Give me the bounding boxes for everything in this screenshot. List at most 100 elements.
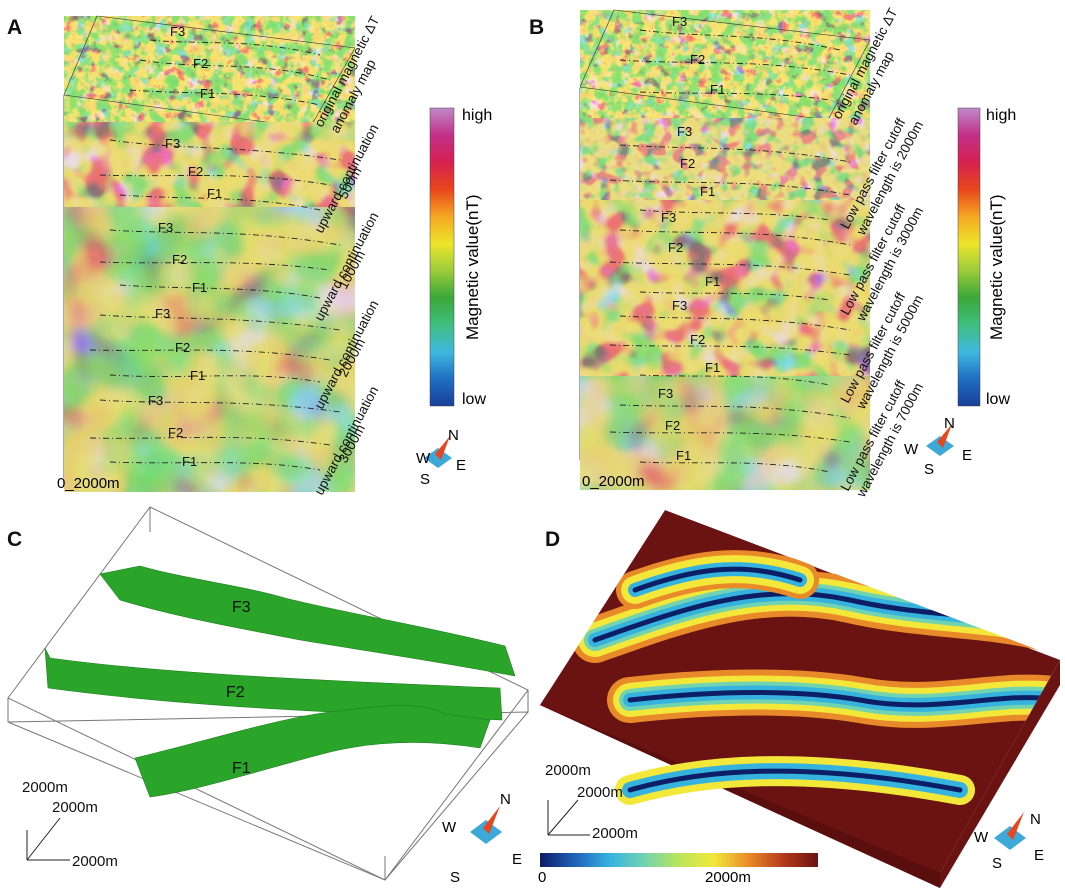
c-label-f1: F1 xyxy=(232,760,251,777)
compass-b-body xyxy=(926,436,954,456)
c-label-f2: F2 xyxy=(226,684,245,701)
panel-label-a: A xyxy=(7,16,23,39)
b-l5-f1: F1 xyxy=(676,448,691,463)
b-l3-f3: F3 xyxy=(661,210,676,225)
compass-a-e: E xyxy=(456,457,466,474)
a-l5-f2: F2 xyxy=(168,425,183,440)
d-axis-2: 2000m xyxy=(577,784,623,801)
panel-c-axis-labels: 2000m 2000m 2000m xyxy=(22,779,118,870)
fault-surface-f3 xyxy=(99,565,516,677)
compass-d-needle xyxy=(1007,812,1024,840)
b-l2-f3: F3 xyxy=(677,124,692,139)
compass-d-body xyxy=(994,826,1026,850)
b-l4-f1: F1 xyxy=(705,360,720,375)
a-scale-label: 0_2000m xyxy=(57,475,120,492)
b-l2-f2: F2 xyxy=(680,156,695,171)
panel-c-fault-labels: F3 F2 F1 xyxy=(226,599,251,777)
a-l1-f3: F3 xyxy=(170,24,185,39)
c-label-f3: F3 xyxy=(232,599,251,616)
c-axis-3: 2000m xyxy=(72,853,118,870)
panel-d-colorbar-max: 2000m xyxy=(705,869,751,886)
panel-a-fault-lines xyxy=(89,39,341,471)
fault-surfaces xyxy=(44,565,516,798)
a-l4-f2: F2 xyxy=(175,340,190,355)
panel-b-fault-lines xyxy=(609,29,851,473)
legend-b-low: low xyxy=(986,391,1010,408)
panel-label-b: B xyxy=(529,16,545,39)
a-l4-f3: F3 xyxy=(155,306,170,321)
panel-d: 2000m 2000m 2000m 0 2000m xyxy=(538,510,1065,889)
b-scale-label: 0_2000m xyxy=(582,473,645,490)
compass-b-n: N xyxy=(944,415,955,432)
legend-b-title: Magnetic value(nT) xyxy=(987,194,1006,340)
b-l1-f3: F3 xyxy=(672,14,687,29)
compass-c-e: E xyxy=(512,851,522,868)
legend-a-low: low xyxy=(462,391,486,408)
panel-d-colorbar-min: 0 xyxy=(538,869,546,886)
a-l3-f1: F1 xyxy=(192,280,207,295)
legend-b: high low Magnetic value(nT) xyxy=(957,107,1016,408)
compass-c-w: W xyxy=(442,819,457,836)
panel-a: F3 F2 F1 F3 F2 F1 F3 F2 F1 F3 F2 F1 F3 F… xyxy=(57,14,382,498)
a-l5-f3: F3 xyxy=(148,393,163,408)
a-l5-f1: F1 xyxy=(182,454,197,469)
a-l3-f2: F2 xyxy=(172,252,187,267)
panel-b: F3 F2 F1 F3 F2 F1 F3 F2 F1 F3 F2 F1 F3 F… xyxy=(579,6,926,500)
fault-surface-f1 xyxy=(134,705,491,798)
compass-a-needle xyxy=(435,436,450,460)
panel-d-stripes xyxy=(572,550,1065,805)
panel-b-layer-5 xyxy=(580,376,870,490)
panel-d-axis-labels: 2000m 2000m 2000m xyxy=(545,762,638,842)
compass-c-n: N xyxy=(500,791,511,808)
panel-label-c: C xyxy=(7,528,23,551)
compass-d-s: S xyxy=(992,855,1002,872)
panel-d-mask-left xyxy=(540,510,665,705)
panel-b-layer-4 xyxy=(580,288,870,400)
a-l3-f3: F3 xyxy=(158,220,173,235)
panel-a-layer-2 xyxy=(64,122,355,232)
a-l4-f1: F1 xyxy=(190,368,205,383)
compass-a-w: W xyxy=(416,450,431,467)
compass-d: N W E S xyxy=(974,811,1044,872)
b-l1-f2: F2 xyxy=(690,52,705,67)
legend-b-colorbar xyxy=(957,107,981,407)
b-l1-f1: F1 xyxy=(710,82,725,97)
panel-label-d: D xyxy=(545,528,561,551)
legend-b-high: high xyxy=(986,107,1016,124)
compass-c-body xyxy=(470,820,502,844)
panel-d-axes xyxy=(547,799,590,836)
d-axis-1: 2000m xyxy=(545,762,591,779)
panel-a-fault-labels: F3 F2 F1 F3 F2 F1 F3 F2 F1 F3 F2 F1 F3 F… xyxy=(148,24,222,469)
b-l5-f3: F3 xyxy=(658,386,673,401)
compass-a-n: N xyxy=(448,427,459,444)
compass-b-e: E xyxy=(962,447,972,464)
compass-b-s: S xyxy=(924,461,934,478)
panel-b-layer-1 xyxy=(579,9,871,121)
panel-a-layer-4 xyxy=(64,292,355,405)
b-l3-f1: F1 xyxy=(705,274,720,289)
b-l2-f1: F1 xyxy=(700,184,715,199)
panel-b-layer-2 xyxy=(580,118,870,228)
panel-b-fault-labels: F3 F2 F1 F3 F2 F1 F3 F2 F1 F3 F2 F1 F3 F… xyxy=(658,14,725,463)
a-l2-f2: F2 xyxy=(188,164,203,179)
compass-c-s: S xyxy=(450,869,460,886)
compass-d-n: N xyxy=(1030,811,1041,828)
c-axis-1: 2000m xyxy=(22,779,68,796)
legend-a-high: high xyxy=(462,107,492,124)
panel-c-box xyxy=(7,506,530,881)
compass-b-needle xyxy=(937,424,952,448)
compass-c-needle xyxy=(483,806,500,834)
compass-a-body xyxy=(424,448,452,468)
panel-c: F3 F2 F1 2000m 2000m 2000m xyxy=(7,506,530,881)
panel-a-layer-5 xyxy=(64,378,355,492)
b-l3-f2: F2 xyxy=(668,240,683,255)
legend-a-colorbar xyxy=(429,107,455,407)
c-axis-2: 2000m xyxy=(52,799,98,816)
b-l5-f2: F2 xyxy=(665,418,680,433)
a-l2-f1: F1 xyxy=(207,186,222,201)
legend-a-title: Magnetic value(nT) xyxy=(463,194,482,340)
compass-a-s: S xyxy=(420,471,430,488)
panel-d-side-right-2 xyxy=(940,660,1060,888)
compass-d-e: E xyxy=(1034,847,1044,864)
